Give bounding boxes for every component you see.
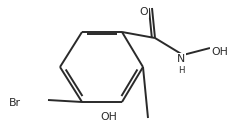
Text: O: O (139, 7, 148, 17)
Text: OH: OH (101, 112, 118, 122)
Text: Br: Br (9, 98, 21, 108)
Text: H: H (178, 66, 185, 75)
Text: OH: OH (211, 47, 228, 57)
Text: N: N (177, 54, 185, 64)
